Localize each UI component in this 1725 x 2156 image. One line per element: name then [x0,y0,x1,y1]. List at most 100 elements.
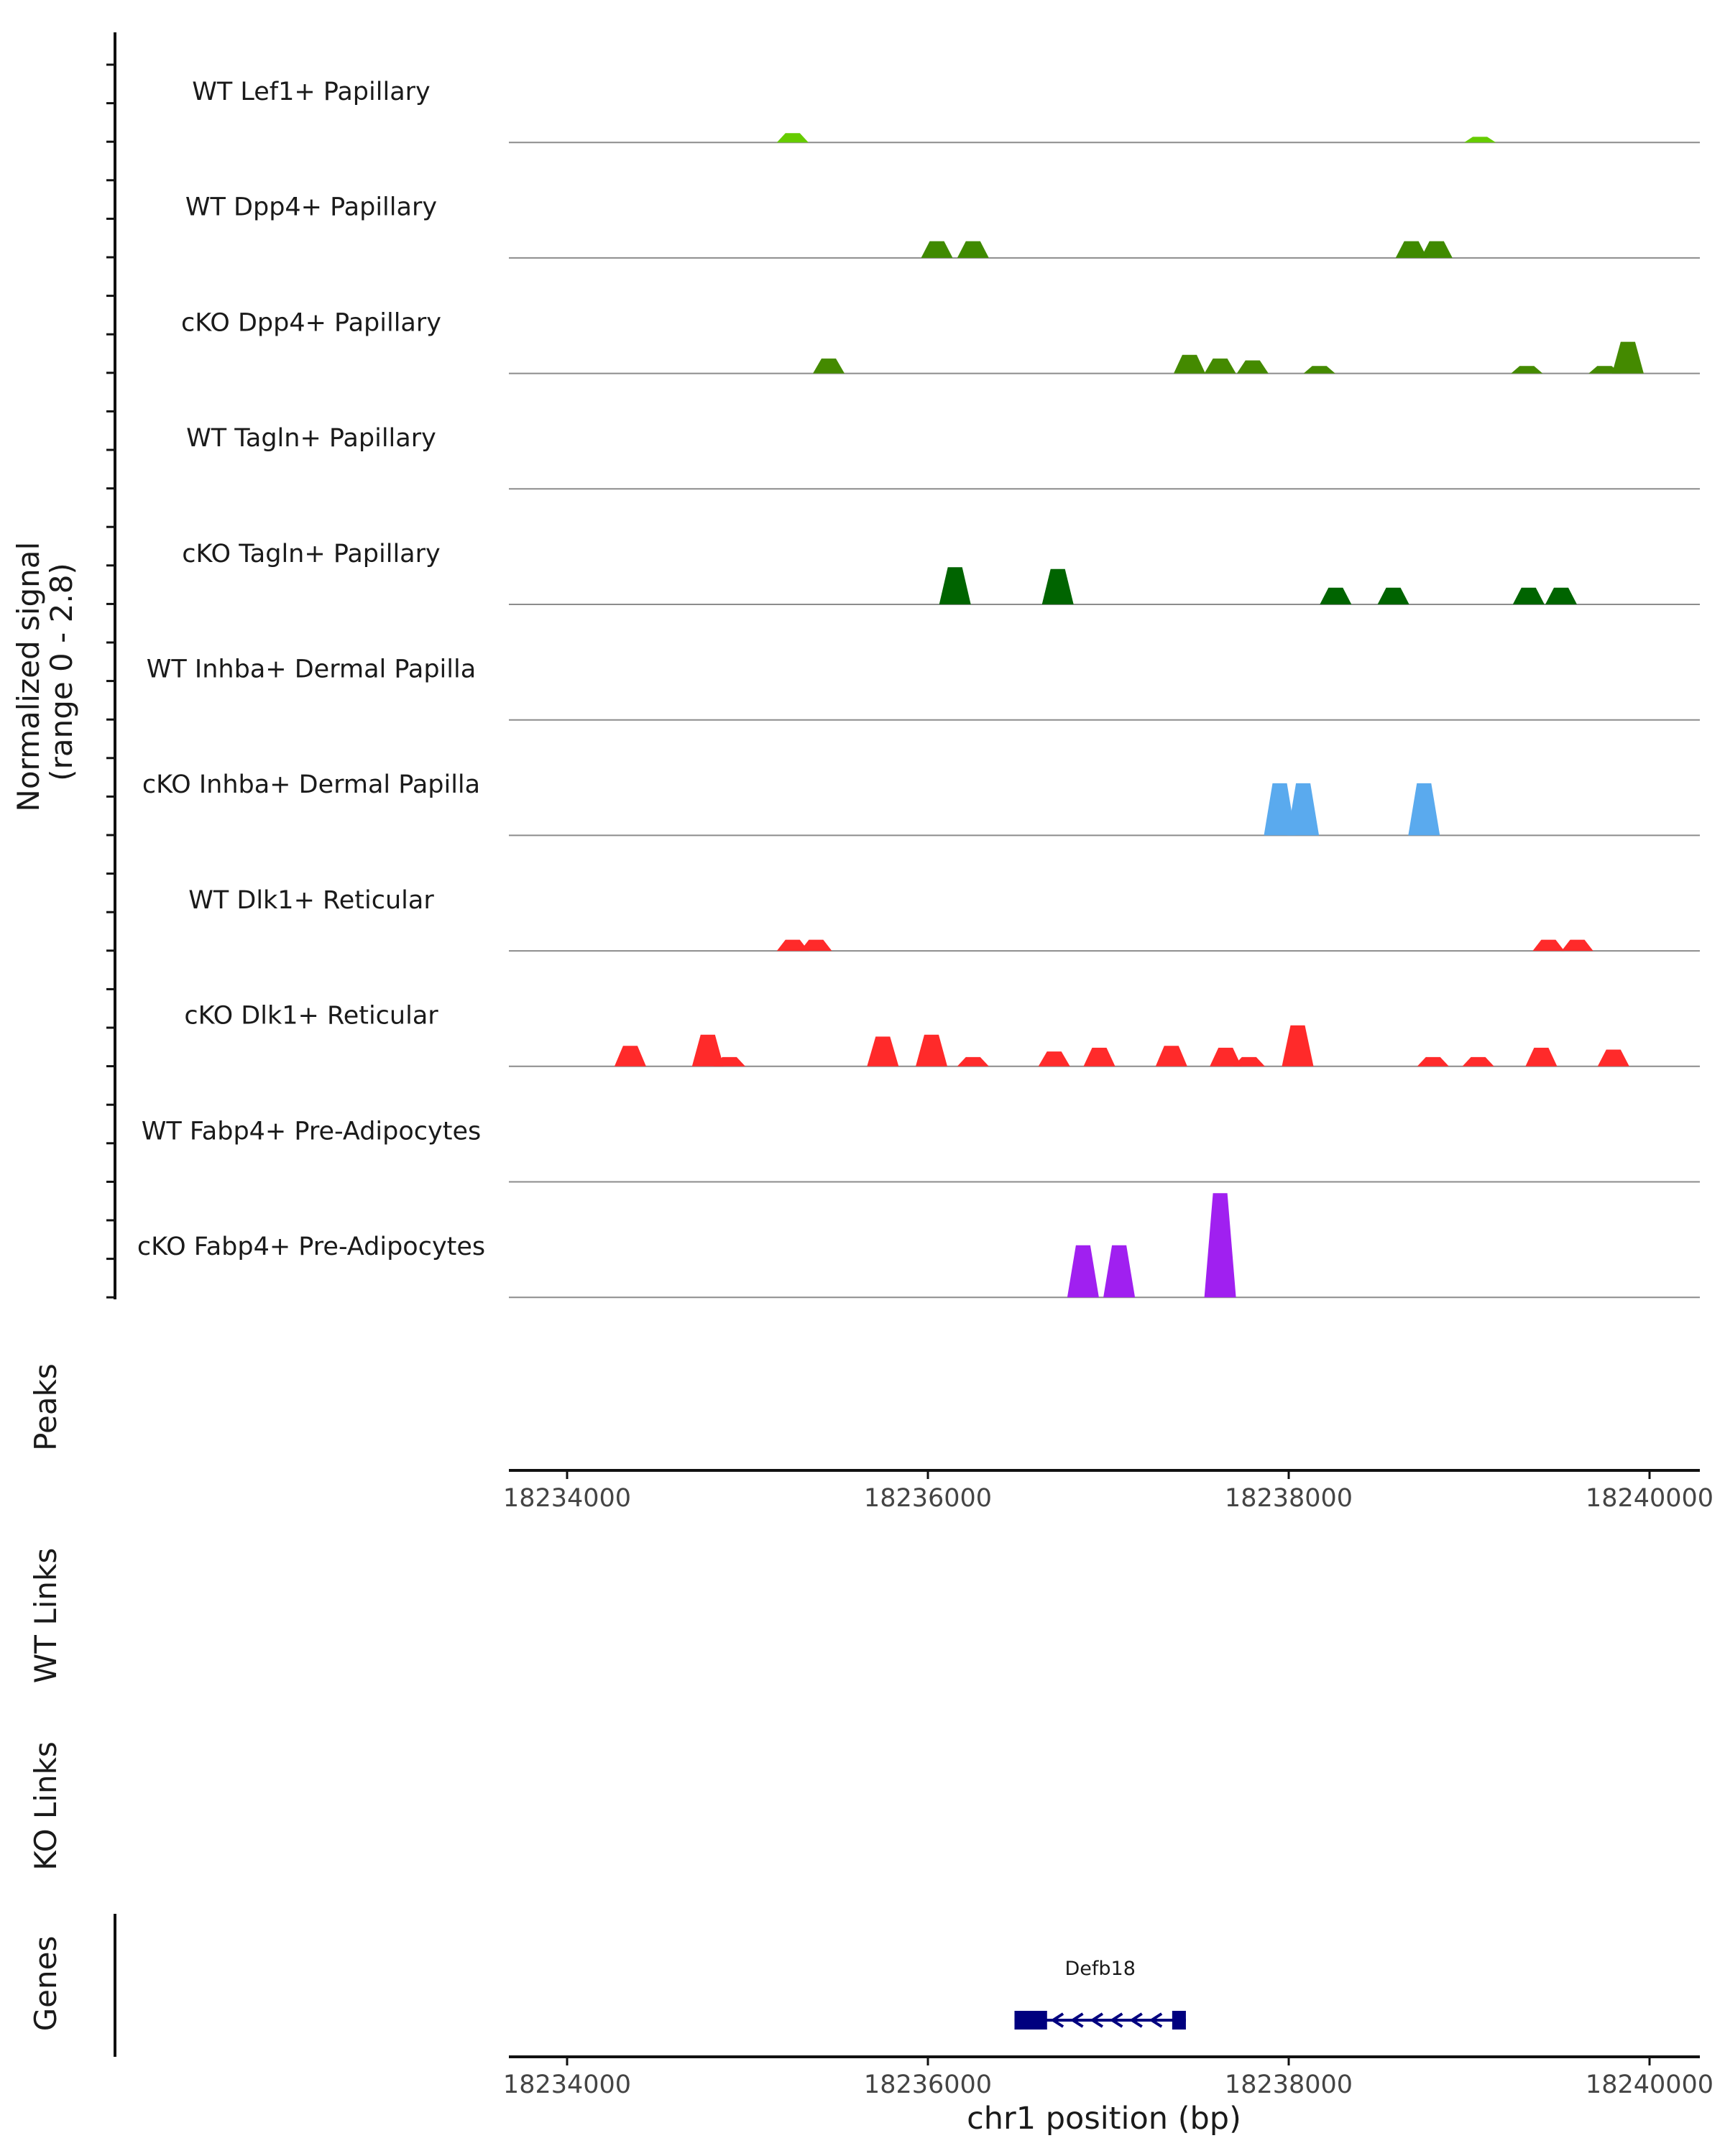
y-axis-label-line1: Normalized signal [11,542,46,812]
signal-peak [1103,1245,1136,1298]
x-axis-top-tick-label: 18234000 [503,1484,631,1513]
signal-peak [800,939,832,952]
x-axis-bottom-tick-label: 18240000 [1586,2070,1714,2099]
gene-exon [1172,2011,1186,2030]
signal-peak [939,567,971,604]
signal-peak [916,1034,947,1067]
signal-peak [1303,366,1335,374]
x-axis-label: chr1 position (bp) [967,2101,1241,2137]
track-label: cKO Fabp4+ Pre-Adipocytes [137,1233,485,1261]
signal-peak [1038,1051,1070,1067]
track-label: WT Lef1+ Papillary [192,78,431,106]
signal-peak [1561,939,1593,952]
signal-peak [1287,783,1320,836]
signal-peak [1210,1047,1242,1067]
x-axis-top-tick-label: 18240000 [1586,1484,1714,1513]
signal-peak [1462,1056,1494,1067]
track: WT Lef1+ Papillary [192,78,1700,144]
gene: Defb18 [1014,1958,1186,2030]
x-axis-top-tick-label: 18236000 [864,1484,992,1513]
track: cKO Fabp4+ Pre-Adipocytes [137,1193,1700,1299]
gene-track: Defb18 [1014,1958,1186,2030]
track-label: WT Inhba+ Dermal Papilla [147,655,476,684]
signal-peak [1545,587,1577,604]
signal-peak [1236,360,1269,374]
strand-arrow [1070,2012,1084,2028]
signal-peak [614,1046,646,1067]
peaks-label: Peaks [28,1363,63,1451]
signal-peak [1588,366,1621,374]
signal-peak [1204,358,1236,374]
signal-peak [1174,354,1205,374]
signal-peak [1083,1047,1116,1067]
track: cKO Dlk1+ Reticular [184,1002,1700,1067]
signal-peak [776,133,809,143]
wt-links-label: WT Links [28,1548,63,1683]
signal-peak [1233,1056,1265,1067]
signal-peak [1067,1245,1099,1298]
signal-peak [1204,1193,1236,1298]
track-label: WT Fabp4+ Pre-Adipocytes [142,1117,481,1146]
track: WT Dpp4+ Papillary [185,193,1700,259]
track: WT Fabp4+ Pre-Adipocytes [142,1117,1700,1183]
track: cKO Dpp4+ Papillary [181,308,1700,374]
signal-peak [957,1056,989,1067]
signal-peak [921,241,953,258]
track-label: WT Tagln+ Papillary [186,424,436,453]
y-axis-label: Normalized signal (range 0 - 2.8) [11,532,79,811]
signal-peak [713,1056,745,1067]
signal-peak [1420,241,1453,258]
track-label: cKO Dlk1+ Reticular [184,1002,438,1031]
x-axis-bottom-tick-label: 18234000 [503,2070,631,2099]
signal-peak [1417,1056,1449,1067]
signal-peak [1282,1025,1314,1067]
gene-exon [1014,2011,1047,2030]
signal-peak [957,241,989,258]
track: WT Dlk1+ Reticular [188,886,1700,952]
strand-arrow [1149,2012,1163,2028]
gene-label: Defb18 [1065,1958,1136,1980]
track-label: WT Dlk1+ Reticular [188,886,434,915]
track-label: cKO Tagln+ Papillary [182,540,441,568]
signal-peak [1395,241,1427,258]
track: cKO Inhba+ Dermal Papilla [142,770,1700,837]
x-axis-bottom-tick-label: 18236000 [864,2070,992,2099]
ko-links-label: KO Links [28,1741,63,1871]
x-axis-bottom-tick-label: 18238000 [1225,2070,1353,2099]
signal-peak [776,939,809,952]
track: WT Inhba+ Dermal Papilla [147,655,1700,721]
signal-peak [1408,783,1440,836]
signal-peak [1377,587,1409,604]
x-axis-peaks: 18234000 18236000 18238000 18240000 [503,1469,1714,1513]
signal-peak [1512,587,1545,604]
signal-peak [1611,341,1644,374]
signal-peak [1597,1049,1629,1067]
track-label: WT Dpp4+ Papillary [185,193,437,222]
signal-peak [1320,587,1352,604]
signal-peak [1041,568,1074,604]
track-label: cKO Dpp4+ Papillary [181,308,441,337]
track: WT Tagln+ Papillary [186,424,1700,490]
strand-arrow [1109,2012,1123,2028]
signal-peak [1464,137,1496,143]
signal-axis [106,32,116,1299]
strand-arrow [1050,2012,1064,2028]
genes-label: Genes [28,1936,63,2032]
coverage-tracks: WT Lef1+ Papillary WT Dpp4+ Papillary cKO … [137,78,1700,1299]
y-axis-label-line2: (range 0 - 2.8) [44,563,79,781]
strand-arrow [1090,2012,1104,2028]
strand-arrow [1129,2012,1143,2028]
signal-peak [813,358,845,374]
signal-peak [1155,1046,1187,1067]
x-axis-top-tick-label: 18238000 [1225,1484,1353,1513]
signal-peak [1264,783,1296,836]
signal-peak [1511,366,1543,374]
signal-peak [691,1034,724,1067]
signal-peak [1532,939,1565,952]
x-axis-genes: 18234000 18236000 18238000 18240000 [503,2055,1714,2099]
track-label: cKO Inhba+ Dermal Papilla [142,770,480,799]
signal-peak [1525,1047,1558,1067]
signal-peak [867,1036,899,1067]
track: cKO Tagln+ Papillary [182,540,1700,605]
